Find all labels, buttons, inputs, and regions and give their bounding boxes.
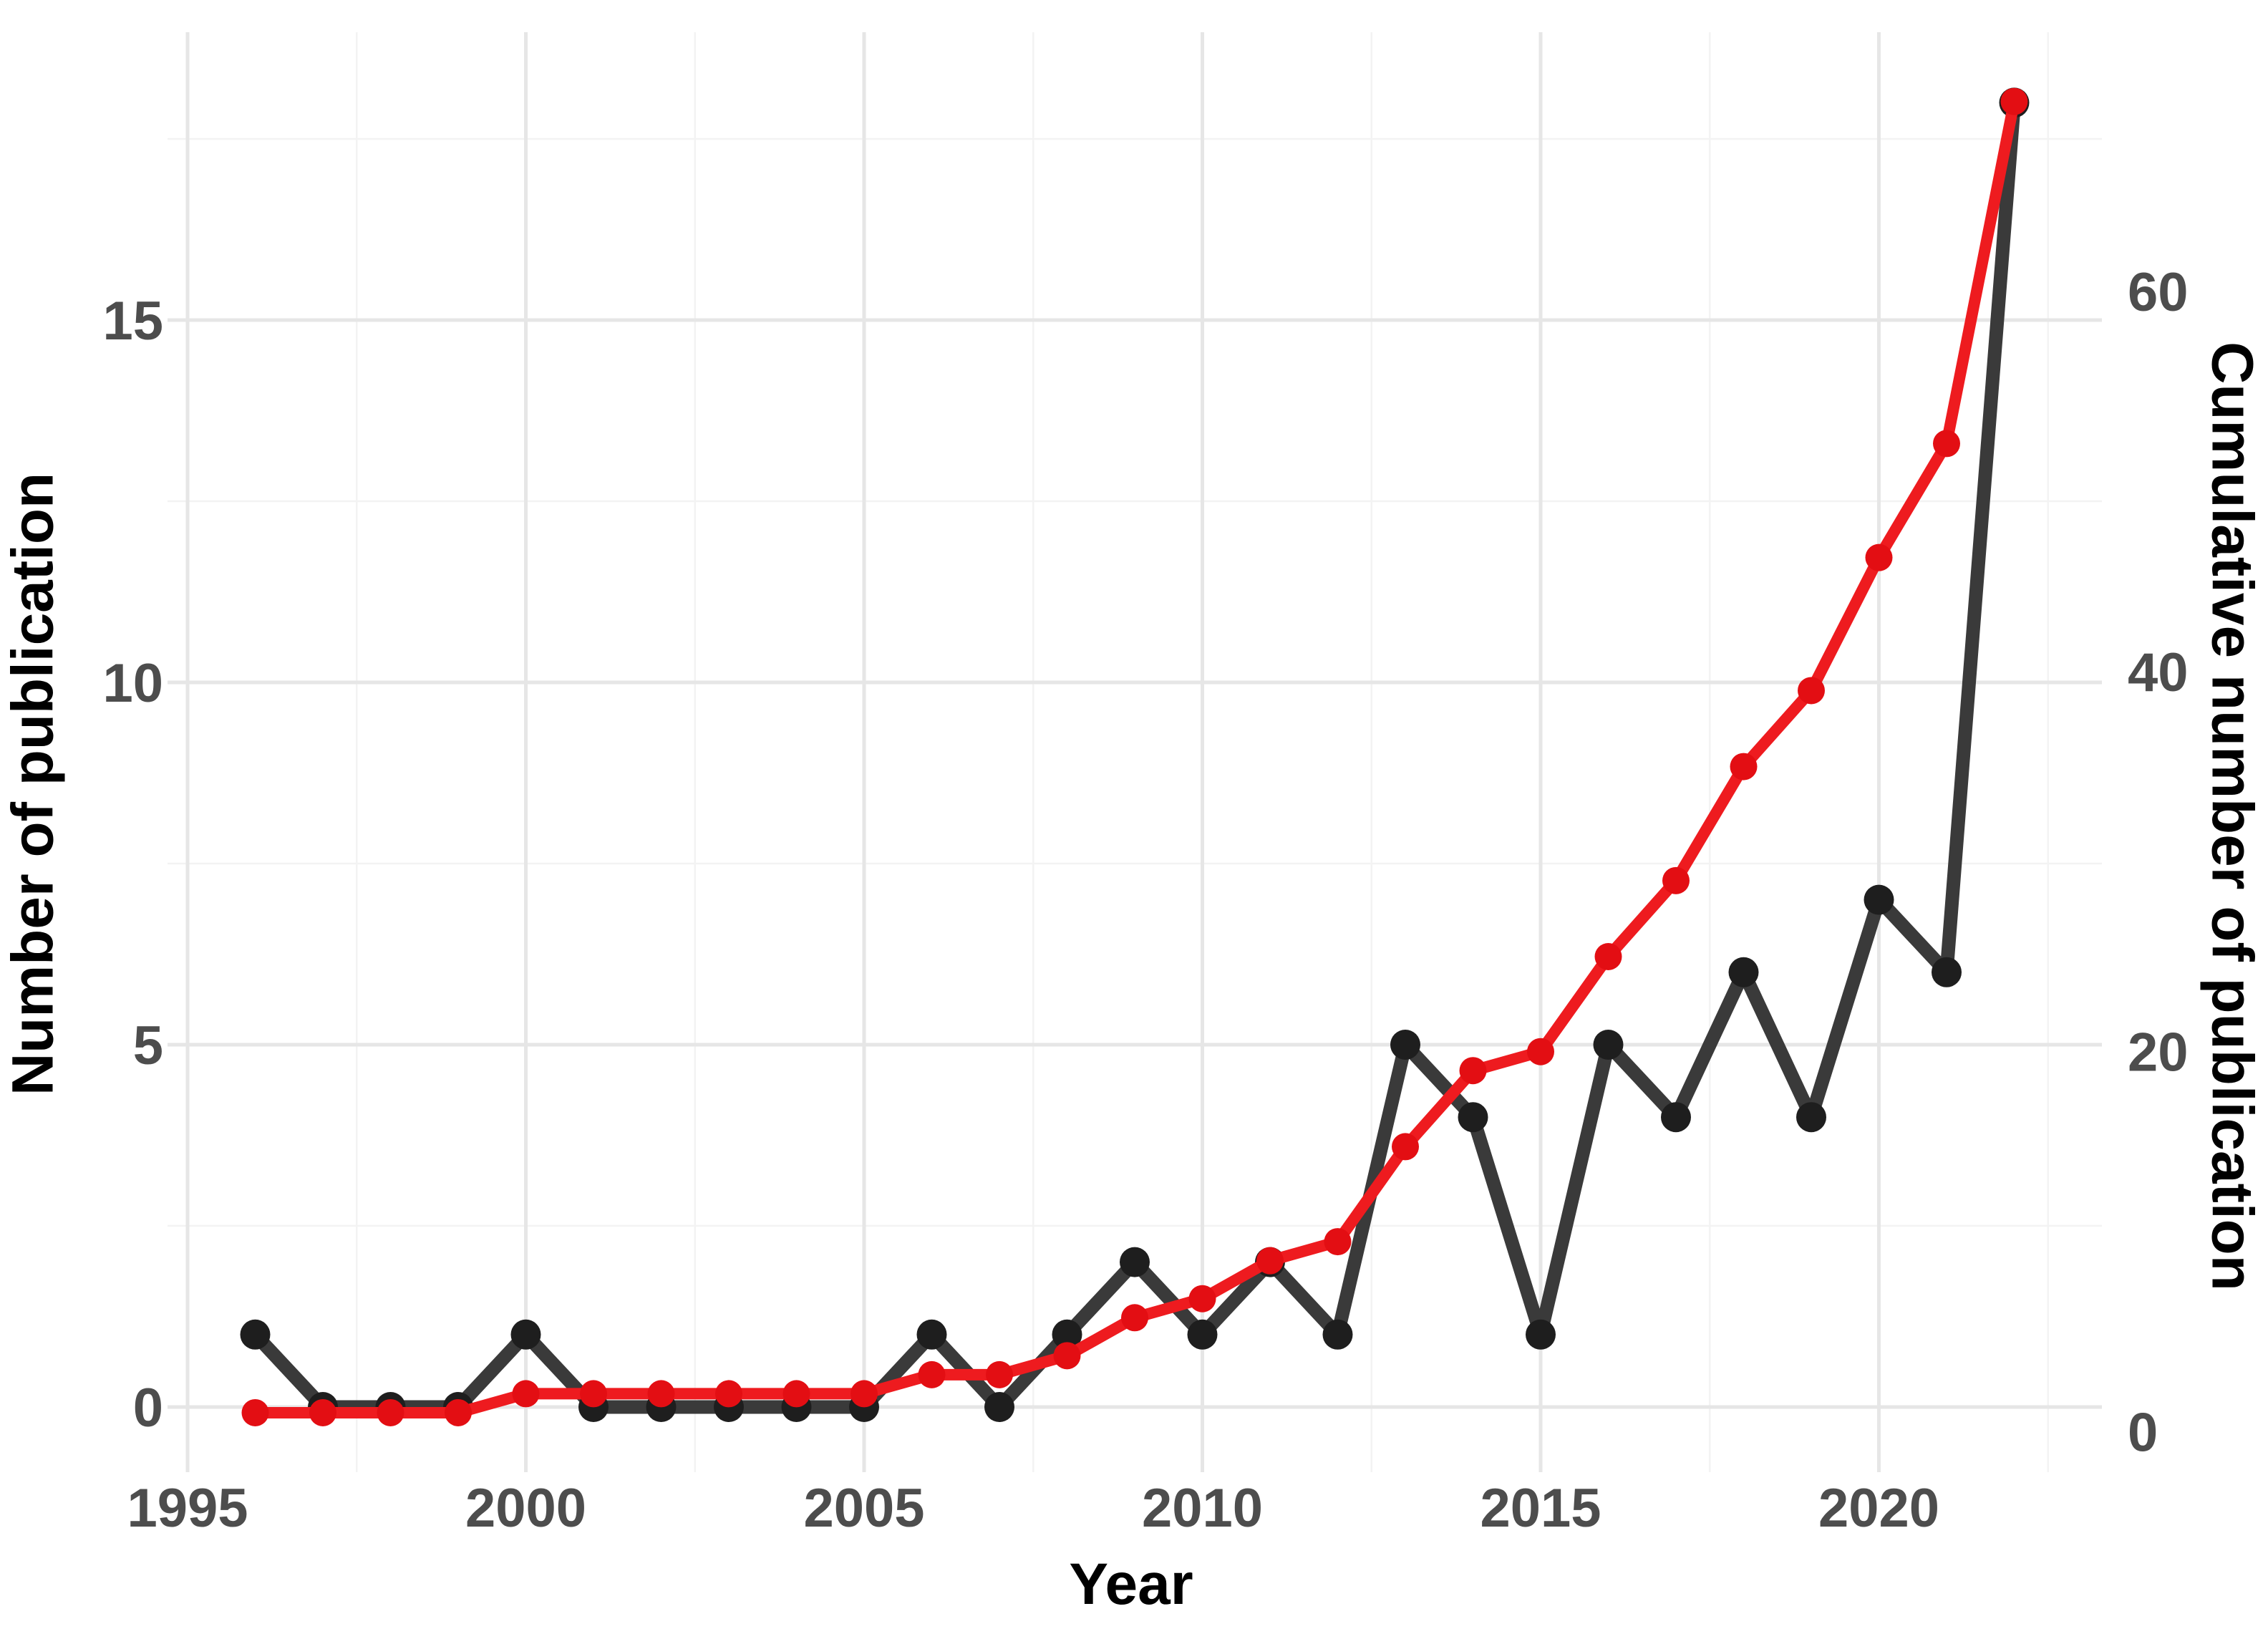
- x-tick-label: 1995: [127, 1478, 248, 1539]
- x-axis-tick-labels: 1995 2000 2005 2010 2015 2020: [127, 1478, 1939, 1539]
- y-right-tick-label: 40: [2128, 642, 2189, 703]
- data-point-yearly-2010: [1187, 1319, 1218, 1350]
- minor-gridlines: [168, 32, 2102, 1472]
- data-point-cumulative-2018: [1730, 753, 1758, 780]
- data-point-cumulative-2019: [1798, 677, 1825, 705]
- data-point-cumulative-2016: [1594, 943, 1622, 970]
- y-axis-right-tick-labels: 0 20 40 60: [2128, 262, 2189, 1463]
- data-point-cumulative-1996: [241, 1398, 269, 1426]
- data-point-yearly-2018: [1728, 957, 1759, 987]
- data-point-cumulative-2004: [782, 1380, 810, 1408]
- data-point-cumulative-2014: [1459, 1057, 1487, 1085]
- data-point-cumulative-1998: [377, 1398, 404, 1426]
- y-right-tick-label: 20: [2128, 1023, 2189, 1083]
- data-point-cumulative-2007: [986, 1360, 1013, 1388]
- data-point-yearly-2014: [1458, 1102, 1488, 1133]
- data-point-cumulative-1999: [445, 1398, 472, 1426]
- data-point-yearly-2021: [1932, 957, 1962, 987]
- data-point-cumulative-2008: [1053, 1342, 1081, 1370]
- data-point-cumulative-2020: [1865, 543, 1893, 571]
- data-series: [240, 87, 2030, 1426]
- data-point-yearly-2009: [1120, 1247, 1150, 1277]
- data-point-cumulative-2001: [580, 1380, 607, 1408]
- data-point-cumulative-1997: [309, 1398, 336, 1426]
- y-left-tick-label: 5: [133, 1015, 163, 1076]
- data-point-cumulative-2017: [1662, 866, 1690, 894]
- data-point-cumulative-2021: [1933, 430, 1960, 458]
- data-point-yearly-2019: [1796, 1102, 1826, 1133]
- data-point-cumulative-2013: [1392, 1133, 1419, 1161]
- data-point-yearly-2000: [510, 1319, 541, 1350]
- data-point-cumulative-2011: [1256, 1247, 1284, 1275]
- data-point-cumulative-2002: [647, 1380, 675, 1408]
- data-point-cumulative-2022: [2000, 87, 2028, 115]
- data-point-yearly-2015: [1526, 1319, 1556, 1350]
- y-left-tick-label: 0: [133, 1378, 163, 1439]
- y-right-tick-label: 0: [2128, 1403, 2158, 1464]
- data-point-yearly-1996: [240, 1319, 271, 1350]
- x-tick-label: 2000: [465, 1478, 586, 1539]
- data-point-yearly-2008: [1052, 1319, 1082, 1350]
- data-point-cumulative-2009: [1121, 1304, 1148, 1332]
- y-right-tick-label: 60: [2128, 262, 2189, 323]
- data-point-yearly-2013: [1390, 1030, 1420, 1060]
- x-tick-label: 2005: [803, 1478, 924, 1539]
- data-point-yearly-2012: [1322, 1319, 1353, 1350]
- data-point-yearly-2017: [1661, 1102, 1691, 1133]
- data-point-yearly-2006: [916, 1319, 947, 1350]
- x-tick-label: 2010: [1142, 1478, 1263, 1539]
- data-point-yearly-2007: [984, 1392, 1014, 1422]
- data-point-cumulative-2010: [1188, 1285, 1216, 1312]
- data-point-cumulative-2003: [715, 1380, 742, 1408]
- data-point-cumulative-2012: [1324, 1228, 1352, 1256]
- x-tick-label: 2015: [1480, 1478, 1601, 1539]
- y-left-tick-label: 10: [102, 653, 163, 714]
- y-axis-title-right: Cumulative number of publication: [2199, 342, 2264, 1291]
- x-axis-title: Year: [1069, 1552, 1193, 1617]
- data-point-cumulative-2000: [512, 1380, 540, 1408]
- y-axis-left-tick-labels: 0 5 10 15: [102, 291, 163, 1439]
- data-point-cumulative-2005: [850, 1380, 878, 1408]
- data-point-cumulative-2006: [918, 1360, 946, 1388]
- y-left-tick-label: 15: [102, 291, 163, 352]
- data-point-yearly-2020: [1864, 884, 1894, 915]
- data-point-yearly-2016: [1593, 1030, 1624, 1060]
- x-tick-label: 2020: [1818, 1478, 1939, 1539]
- major-gridlines: [168, 32, 2102, 1472]
- data-point-cumulative-2015: [1527, 1038, 1554, 1065]
- y-axis-title-left: Number of publication: [1, 473, 66, 1096]
